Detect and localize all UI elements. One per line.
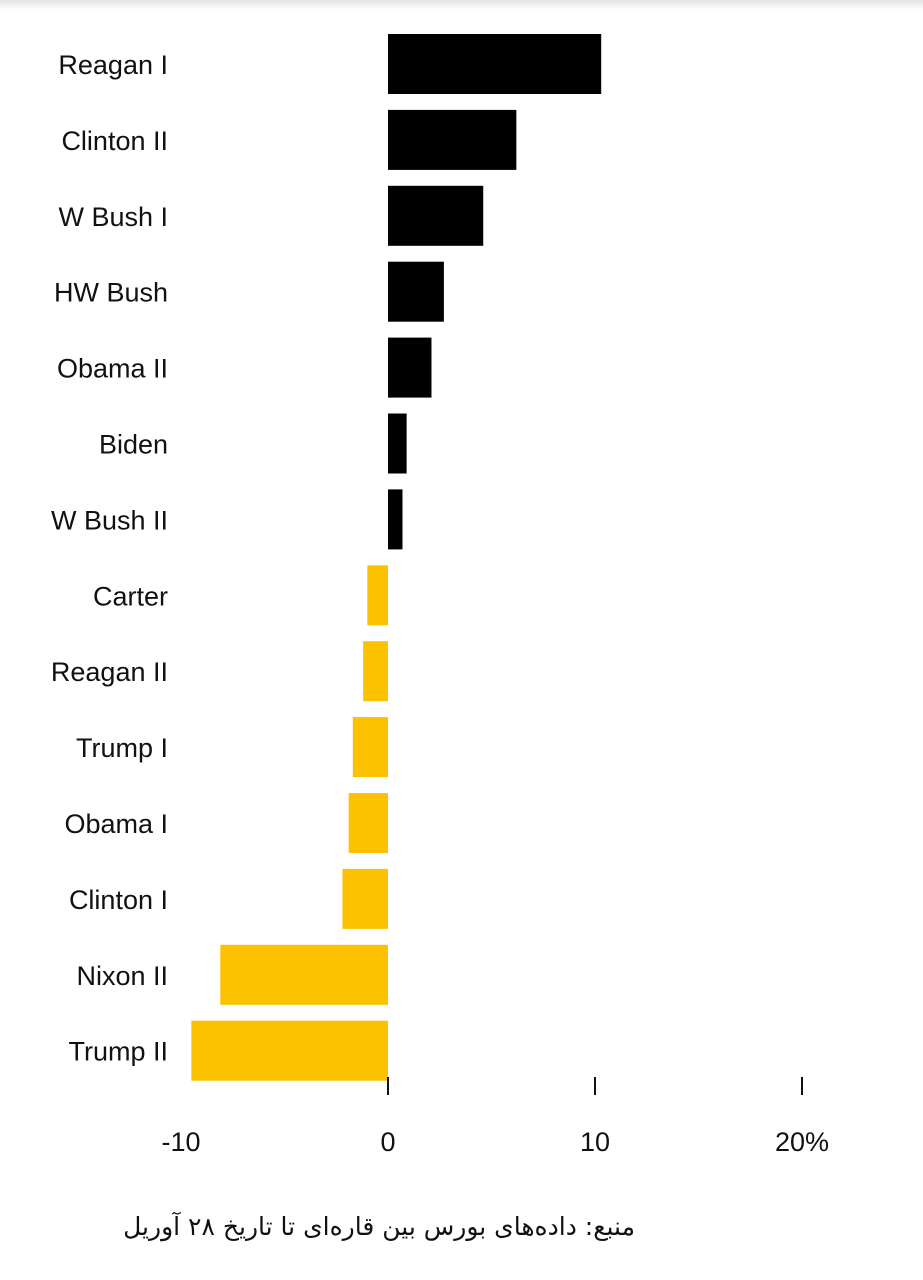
x-tick-label: 0 (380, 1127, 395, 1157)
category-label: Biden (99, 430, 168, 460)
bar-clinton-ii (388, 109, 517, 170)
category-label: Clinton II (61, 126, 168, 156)
bar-obama-i (348, 793, 388, 853)
bar-nixon-ii (220, 944, 388, 1005)
category-label: Trump II (68, 1037, 168, 1067)
bar-carter (367, 565, 388, 626)
source-note: منبع: داده‌های بورس بین قاره‌ای تا تاریخ… (123, 1212, 635, 1241)
x-axis-tick-labels-group: -10 0 10 20% (161, 1127, 829, 1157)
bar-w-bush-i (388, 185, 484, 246)
bar-clinton-i (342, 868, 388, 929)
x-tick-label: -10 (161, 1127, 200, 1157)
x-axis-ticks-group (387, 1077, 803, 1095)
x-tick-label: 10 (580, 1127, 610, 1157)
bar-trump-i (352, 717, 388, 778)
bars-group (191, 34, 602, 1081)
bar-reagan-ii (363, 641, 388, 702)
category-label: W Bush I (58, 202, 168, 232)
category-labels-group: Reagan I Clinton II W Bush I HW Bush Obama I… (51, 50, 168, 1067)
bar-trump-ii (191, 1020, 388, 1081)
category-label: HW Bush (54, 278, 168, 308)
bar-biden (388, 413, 407, 474)
bar-w-bush-ii (388, 489, 403, 550)
x-tick-label: 20% (775, 1127, 829, 1157)
bar-obama-ii (388, 337, 432, 398)
category-label: Obama II (57, 354, 168, 384)
top-strip (0, 0, 923, 10)
category-label: Nixon II (76, 961, 168, 991)
category-label: W Bush II (51, 505, 168, 535)
bar-chart: Reagan I Clinton II W Bush I HW Bush Obama I… (51, 34, 829, 1157)
category-label: Trump I (76, 733, 168, 763)
category-label: Obama I (64, 809, 168, 839)
category-label: Carter (93, 581, 168, 611)
bar-hw-bush (388, 261, 444, 322)
category-label: Reagan I (58, 50, 168, 80)
bar-reagan-i (388, 34, 602, 94)
category-label: Clinton I (69, 885, 168, 915)
category-label: Reagan II (51, 657, 168, 687)
